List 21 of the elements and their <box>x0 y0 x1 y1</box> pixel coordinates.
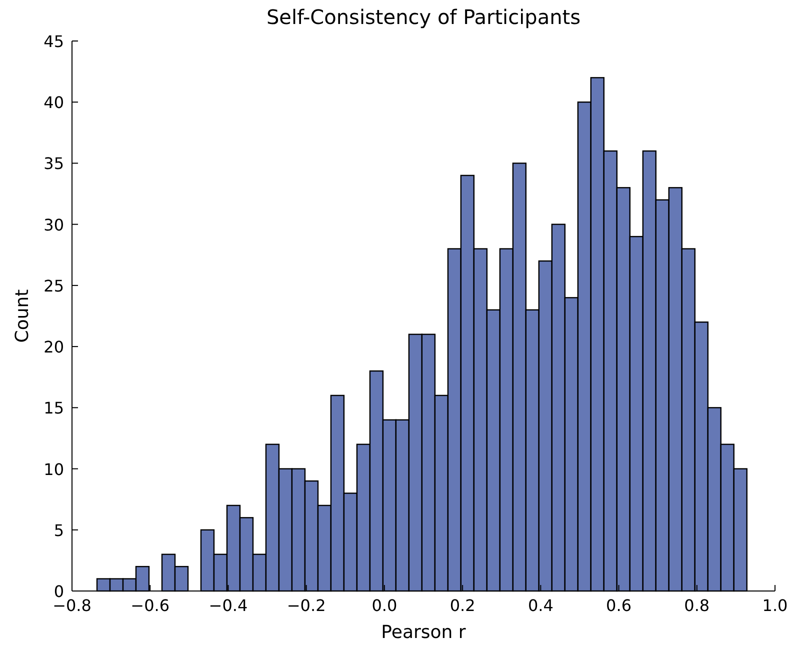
y-tick-label: 15 <box>44 398 64 418</box>
x-tick-label: 0.8 <box>684 596 710 615</box>
x-tick-label: −0.6 <box>130 596 170 615</box>
y-tick-label: 35 <box>44 154 64 174</box>
y-tick-label: 25 <box>44 276 64 296</box>
y-tick-label: 45 <box>44 32 64 51</box>
y-tick-label: 10 <box>44 460 64 479</box>
x-tick-label: −0.2 <box>286 596 326 615</box>
y-tick-label: 40 <box>44 93 64 112</box>
x-tick-label: −0.4 <box>208 596 248 615</box>
x-tick-label: 1.0 <box>762 596 788 615</box>
y-tick-label: 20 <box>44 338 64 357</box>
x-axis-title: Pearson r <box>381 622 466 643</box>
y-axis-title: Count <box>12 289 33 343</box>
x-tick-label: 0.0 <box>372 596 398 615</box>
x-tick-label: 0.4 <box>528 596 554 615</box>
y-tick-label: 5 <box>54 520 64 540</box>
y-tick-label: 30 <box>44 215 64 234</box>
chart-title: Self-Consistency of Participants <box>266 5 581 29</box>
x-tick-label: 0.6 <box>606 596 632 615</box>
x-tick-label: 0.2 <box>450 596 476 615</box>
